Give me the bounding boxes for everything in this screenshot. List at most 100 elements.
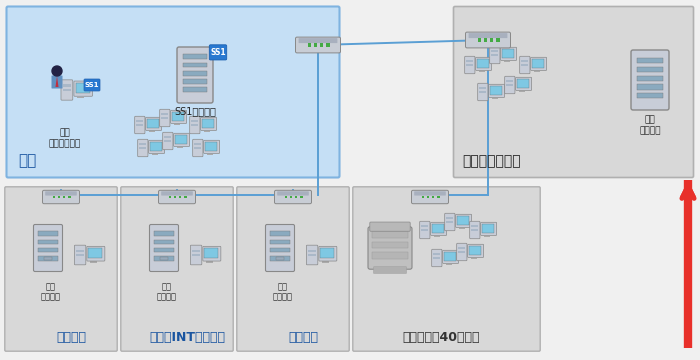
Bar xyxy=(270,256,290,261)
Bar xyxy=(175,135,188,144)
Bar xyxy=(193,254,200,256)
FancyBboxPatch shape xyxy=(430,222,447,235)
FancyBboxPatch shape xyxy=(134,116,145,134)
Bar xyxy=(482,224,494,233)
Bar xyxy=(139,147,146,149)
Bar xyxy=(169,196,172,198)
Bar xyxy=(276,257,284,260)
Text: 管理
クライアント: 管理 クライアント xyxy=(49,128,81,148)
Bar xyxy=(38,231,58,236)
Bar xyxy=(44,257,52,260)
Bar xyxy=(426,196,429,198)
FancyBboxPatch shape xyxy=(454,6,694,177)
Text: 収集
サーバー: 収集 サーバー xyxy=(157,282,177,301)
Bar xyxy=(432,196,435,198)
Text: 三木工場: 三木工場 xyxy=(56,331,86,344)
Bar xyxy=(466,60,473,62)
Bar xyxy=(172,112,184,121)
Polygon shape xyxy=(55,76,59,87)
FancyBboxPatch shape xyxy=(74,81,92,96)
FancyBboxPatch shape xyxy=(177,47,213,103)
Circle shape xyxy=(52,66,62,76)
FancyBboxPatch shape xyxy=(158,190,195,204)
FancyBboxPatch shape xyxy=(500,47,517,60)
Bar xyxy=(372,242,408,248)
FancyBboxPatch shape xyxy=(519,56,530,74)
Bar xyxy=(206,154,213,155)
Bar xyxy=(477,59,489,68)
FancyBboxPatch shape xyxy=(87,246,105,261)
Bar xyxy=(147,119,160,128)
Bar xyxy=(152,154,158,155)
Bar xyxy=(154,231,174,236)
Bar xyxy=(446,264,452,265)
Bar xyxy=(320,44,323,46)
Bar xyxy=(88,248,102,258)
Bar xyxy=(372,231,408,238)
Bar xyxy=(491,54,498,56)
Bar xyxy=(154,240,174,244)
Text: SS1サーバー: SS1サーバー xyxy=(174,106,216,116)
Bar xyxy=(90,261,97,263)
Bar xyxy=(178,196,181,198)
Bar xyxy=(522,64,528,66)
Text: SS1: SS1 xyxy=(210,48,226,57)
Text: フルノINTセンター: フルノINTセンター xyxy=(149,331,225,344)
Bar xyxy=(164,140,172,142)
Bar xyxy=(484,235,489,237)
Bar xyxy=(421,225,428,227)
Bar xyxy=(307,44,311,46)
Bar xyxy=(38,256,58,261)
FancyBboxPatch shape xyxy=(468,244,484,257)
Bar xyxy=(470,257,477,259)
Bar xyxy=(496,39,500,42)
Text: データセンター: データセンター xyxy=(462,154,521,168)
Bar xyxy=(204,131,209,132)
FancyBboxPatch shape xyxy=(353,187,540,351)
FancyBboxPatch shape xyxy=(374,267,407,274)
FancyBboxPatch shape xyxy=(6,6,340,177)
Bar xyxy=(63,84,71,87)
FancyBboxPatch shape xyxy=(631,50,669,110)
Bar xyxy=(139,143,146,145)
Bar xyxy=(479,71,484,72)
Bar xyxy=(437,196,440,198)
Bar xyxy=(504,60,510,62)
Bar xyxy=(519,91,524,92)
FancyBboxPatch shape xyxy=(299,38,337,43)
Bar xyxy=(447,221,454,223)
FancyBboxPatch shape xyxy=(318,246,337,261)
FancyBboxPatch shape xyxy=(193,139,203,157)
Bar xyxy=(176,147,183,148)
Bar xyxy=(484,39,487,42)
FancyBboxPatch shape xyxy=(465,56,475,74)
FancyBboxPatch shape xyxy=(456,214,472,228)
FancyBboxPatch shape xyxy=(531,57,547,71)
Bar xyxy=(270,240,290,244)
FancyBboxPatch shape xyxy=(277,191,309,195)
Bar xyxy=(204,248,218,258)
Bar xyxy=(458,251,466,253)
FancyBboxPatch shape xyxy=(456,243,467,261)
Text: 東京支社: 東京支社 xyxy=(288,331,318,344)
Bar xyxy=(637,94,663,99)
Bar xyxy=(637,67,663,72)
FancyBboxPatch shape xyxy=(442,250,458,264)
FancyBboxPatch shape xyxy=(489,84,505,98)
FancyBboxPatch shape xyxy=(150,225,178,271)
FancyBboxPatch shape xyxy=(61,80,73,100)
FancyBboxPatch shape xyxy=(477,83,488,101)
FancyBboxPatch shape xyxy=(43,190,80,204)
Bar xyxy=(195,143,202,145)
Bar xyxy=(433,253,440,255)
Bar xyxy=(308,249,316,252)
Bar xyxy=(295,196,298,198)
FancyBboxPatch shape xyxy=(490,46,500,64)
FancyBboxPatch shape xyxy=(84,79,100,91)
Bar xyxy=(150,142,162,151)
Bar xyxy=(458,228,465,229)
FancyBboxPatch shape xyxy=(307,245,318,265)
Text: SS1: SS1 xyxy=(85,82,99,88)
Bar xyxy=(290,196,293,198)
FancyBboxPatch shape xyxy=(295,37,340,53)
